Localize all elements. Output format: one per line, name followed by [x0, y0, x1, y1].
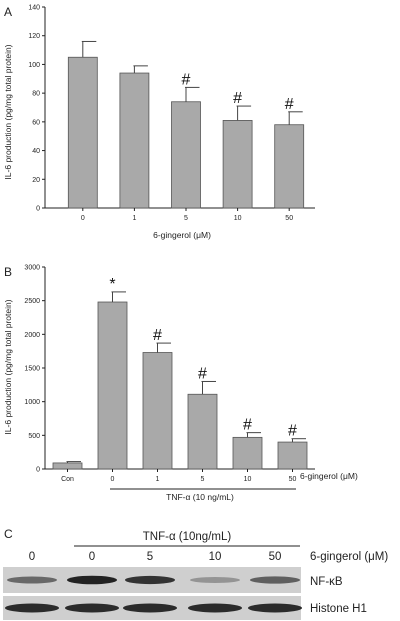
x-tick-label: 5: [184, 215, 188, 222]
x-tick-label: 10: [234, 215, 242, 222]
y-tick-label: 100: [28, 62, 40, 69]
bar: [232, 436, 263, 470]
significance-marker: #: [198, 365, 207, 382]
bar: [171, 101, 201, 209]
blot-band: [65, 603, 119, 613]
y-tick-label: 60: [32, 119, 40, 126]
y-tick-label: 0: [36, 206, 40, 213]
blot-band: [250, 576, 300, 584]
blot-treatment-label: TNF-α (10ng/mL): [143, 531, 232, 543]
blot-row-label-nfkb: NF-κB: [310, 576, 343, 588]
panel-a-letter: A: [4, 5, 12, 19]
blot-row-label-histone: Histone H1: [310, 603, 367, 615]
y-tick-label: 80: [32, 91, 40, 98]
x-tick-label: 0: [81, 215, 85, 222]
y-tick-label: 1500: [24, 366, 40, 373]
y-tick-label: 2000: [24, 332, 40, 339]
blot-band: [7, 576, 57, 584]
western-blot: C TNF-α (10ng/mL) 6-gingerol (μM) NF-κB …: [3, 527, 388, 620]
y-tick-label: 3000: [24, 265, 40, 272]
blot-band: [123, 603, 177, 613]
y-tick-label: 2500: [24, 298, 40, 305]
x-tick-label: 1: [132, 215, 136, 222]
significance-marker: #: [233, 90, 242, 107]
y-tick-label: 140: [28, 5, 40, 12]
y-tick-label: 500: [28, 433, 40, 440]
x-tick-label: 50: [285, 215, 293, 222]
chart-a-xlabel: 6-gingerol (μM): [153, 230, 211, 240]
y-tick-label: 40: [32, 148, 40, 155]
lane-label: 0: [29, 551, 35, 563]
x-tick-label: 0: [111, 476, 115, 483]
bar: [119, 72, 150, 209]
significance-marker: #: [243, 417, 252, 434]
bar: [67, 56, 98, 209]
blot-band: [125, 575, 175, 585]
bar: [222, 120, 253, 209]
x-tick-label: 1: [156, 476, 160, 483]
panel-b-letter: B: [4, 265, 12, 279]
x-tick-label: 10: [244, 476, 252, 483]
y-tick-label: 1000: [24, 399, 40, 406]
bar: [274, 124, 305, 209]
chart-a-ylabel: IL-6 production (pg/mg total protein): [3, 44, 13, 179]
y-tick-label: 120: [28, 33, 40, 40]
lane-label: 10: [209, 551, 222, 563]
blot-band: [248, 603, 302, 613]
bar: [52, 462, 83, 470]
bar: [187, 393, 218, 470]
y-tick-label: 20: [32, 177, 40, 184]
bar: [142, 352, 173, 470]
significance-marker: #: [288, 423, 297, 440]
blot-band: [67, 575, 117, 585]
blot-dose-label: 6-gingerol (μM): [310, 551, 388, 563]
x-tick-label: 5: [201, 476, 205, 483]
significance-marker: *: [109, 276, 115, 293]
chart-b-ylabel: IL-6 production (pg/mg total protein): [3, 299, 13, 434]
x-tick-label: 50: [289, 476, 297, 483]
bar: [277, 441, 308, 470]
blot-band: [5, 603, 59, 613]
chart-b: B IL-6 production (pg/mg total protein) …: [3, 265, 358, 503]
lane-label: 5: [147, 551, 153, 563]
chart-b-group-label: TNF-α (10 ng/mL): [166, 492, 234, 502]
bar: [97, 301, 128, 470]
lane-label: 50: [269, 551, 282, 563]
y-tick-label: 0: [36, 467, 40, 474]
chart-a: A IL-6 production (pg/mg total protein) …: [3, 5, 315, 240]
blot-band: [188, 603, 242, 613]
lane-label: 0: [89, 551, 95, 563]
panel-c-letter: C: [4, 527, 13, 541]
blot-band: [190, 577, 240, 583]
significance-marker: #: [182, 71, 191, 88]
x-tick-label: Con: [61, 476, 74, 483]
significance-marker: #: [285, 96, 294, 113]
chart-b-xlabel: 6-gingerol (μM): [300, 471, 358, 481]
significance-marker: #: [153, 327, 162, 344]
